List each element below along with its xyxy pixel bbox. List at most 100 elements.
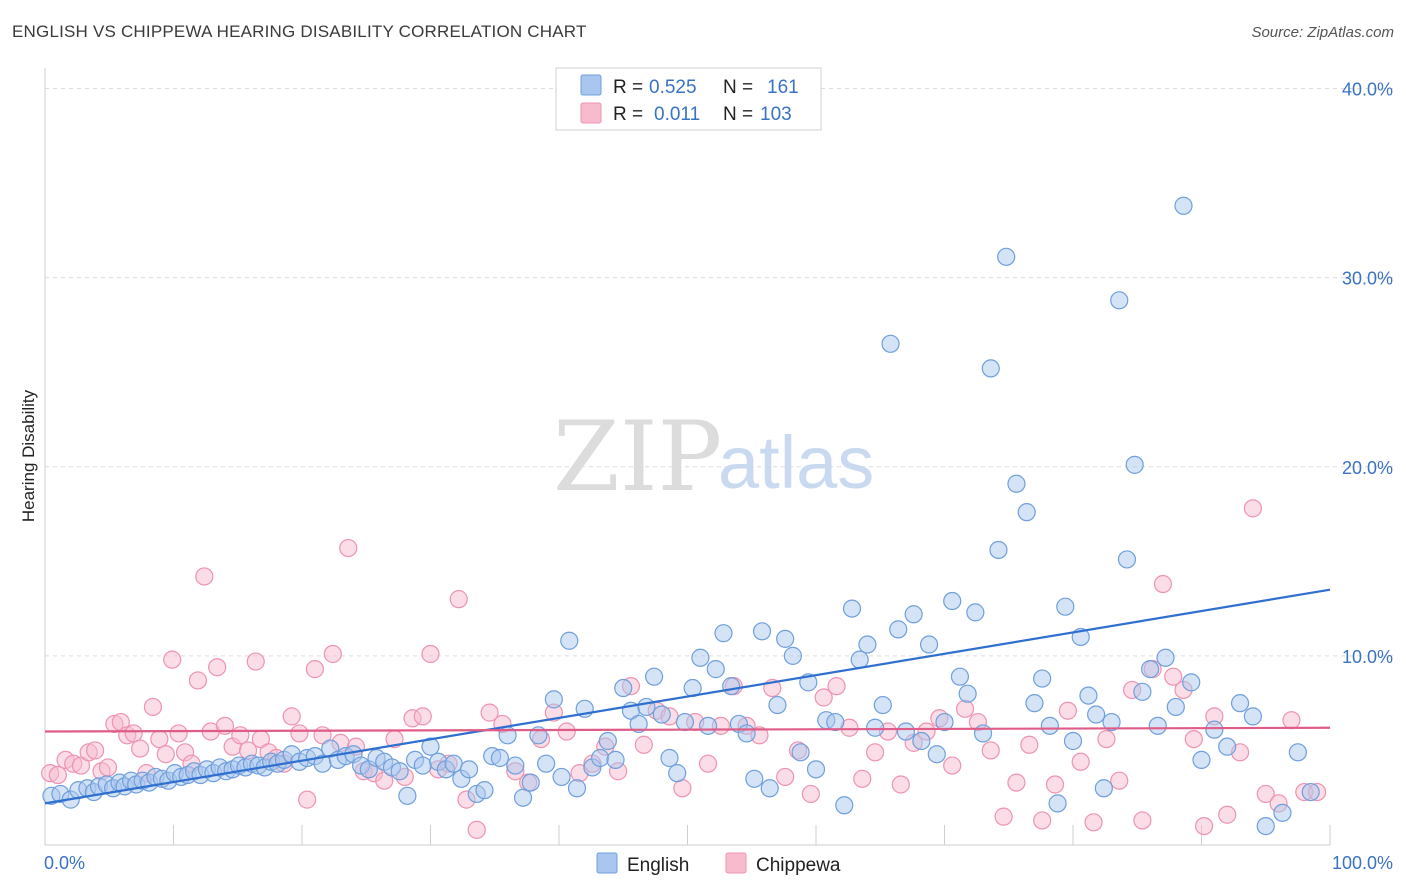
english-point-114 [889,620,908,639]
chippewa-point-57 [480,703,499,722]
legend-n-value-english: 161 [767,77,799,98]
chippewa-point-119 [1256,784,1275,804]
chippewa-point-22 [188,671,208,690]
english-point-143 [1117,550,1137,569]
english-point-53 [413,756,432,775]
english-point-81 [629,714,648,734]
chippewa-point-30 [246,652,265,671]
chippewa-point-82 [801,784,820,804]
english-point-135 [1056,597,1075,616]
english-point-136 [1063,731,1083,751]
y-tick-label-3: 40.0% [1342,80,1393,100]
legend-n-label-chippewa: N = [723,104,753,125]
english-point-131 [1025,694,1044,713]
legend-swatch-chippewa [580,102,602,124]
english-point-148 [1156,648,1175,667]
y-tick-label-0: 10.0% [1342,647,1393,667]
english-point-67 [521,773,540,792]
english-point-79 [614,678,633,698]
chippewa-point-13 [130,739,150,758]
trend-lines [44,588,1331,805]
chippewa-point-25 [208,658,227,677]
chippewa-point-8 [98,758,118,777]
chippewa-point-103 [1071,752,1090,771]
english-point-102 [791,743,810,762]
english-point-66 [513,788,533,807]
english-point-129 [1007,474,1026,493]
english-point-113 [881,334,900,353]
english-point-147 [1148,716,1167,735]
english-point-101 [783,646,802,665]
chippewa-point-108 [1133,811,1152,830]
watermark-atlas: atlas [718,421,874,504]
chippewa-point-16 [150,729,169,749]
legend-n-value-chippewa: 103 [760,104,792,125]
english-point-107 [835,796,854,815]
english-point-122 [950,667,970,686]
chippewa-point-6 [86,741,105,760]
chippewa-point-56 [467,820,486,839]
chippewa-point-106 [1110,771,1129,790]
english-point-95 [737,724,756,743]
chippewa-point-12 [124,724,143,743]
chippewa-point-36 [290,724,309,743]
english-point-125 [973,724,993,743]
english-point-144 [1125,455,1144,474]
series-legend-label-chippewa: Chippewa [756,855,841,876]
english-point-151 [1182,673,1201,692]
chippewa-point-111 [1164,667,1183,686]
english-point-77 [598,731,617,751]
chippewa-point-50 [413,707,432,726]
chippewa-point-99 [1020,735,1039,754]
chippewa-point-110 [1153,574,1173,594]
english-point-158 [1273,803,1292,822]
chippewa-point-17 [156,745,175,764]
english-point-92 [714,624,733,643]
chippewa-point-89 [891,775,910,794]
english-point-97 [752,622,772,641]
chippewa-point-69 [634,735,653,754]
chippewa-point-63 [557,722,576,741]
english-point-157 [1256,816,1275,836]
source-label: Source: ZipAtlas.com [1251,24,1394,41]
chippewa-point-93 [943,756,962,775]
y-tick-label-2: 30.0% [1342,269,1393,289]
english-point-100 [776,629,795,648]
english-point-130 [1017,503,1036,522]
english-point-115 [896,722,916,741]
legend-swatch-english [580,74,602,96]
english-point-128 [997,247,1016,266]
series-chippewa-points [41,499,1327,839]
legend-r-value-chippewa: 0.011 [654,104,700,125]
chippewa-point-38 [305,660,324,679]
english-point-140 [1094,779,1113,798]
english-point-76 [591,748,610,768]
chippewa-point-84 [827,677,846,696]
chippewa-point-114 [1194,816,1214,836]
english-point-149 [1166,697,1185,717]
chippewa-point-98 [1007,773,1026,792]
english-point-98 [760,779,779,798]
english-point-159 [1288,743,1307,762]
english-point-73 [567,779,587,798]
chippewa-point-94 [955,699,975,718]
chippewa-point-35 [282,707,301,726]
chippewa-point-40 [323,644,342,664]
chippewa-point-72 [673,779,692,798]
english-trend-line [44,588,1331,805]
english-point-160 [1301,782,1320,802]
chippewa-point-87 [866,743,885,762]
english-point-85 [660,748,679,768]
x-tick-label-max: 100.0% [1332,853,1393,873]
chippewa-point-104 [1084,813,1103,832]
english-point-71 [552,767,571,787]
chippewa-point-102 [1058,701,1077,720]
english-point-139 [1087,705,1106,724]
chippewa-point-28 [231,726,250,745]
english-point-106 [826,712,845,732]
english-point-86 [668,764,687,783]
english-point-96 [745,769,764,788]
series-legend-label-english: English [627,855,689,876]
axes [44,68,1331,846]
